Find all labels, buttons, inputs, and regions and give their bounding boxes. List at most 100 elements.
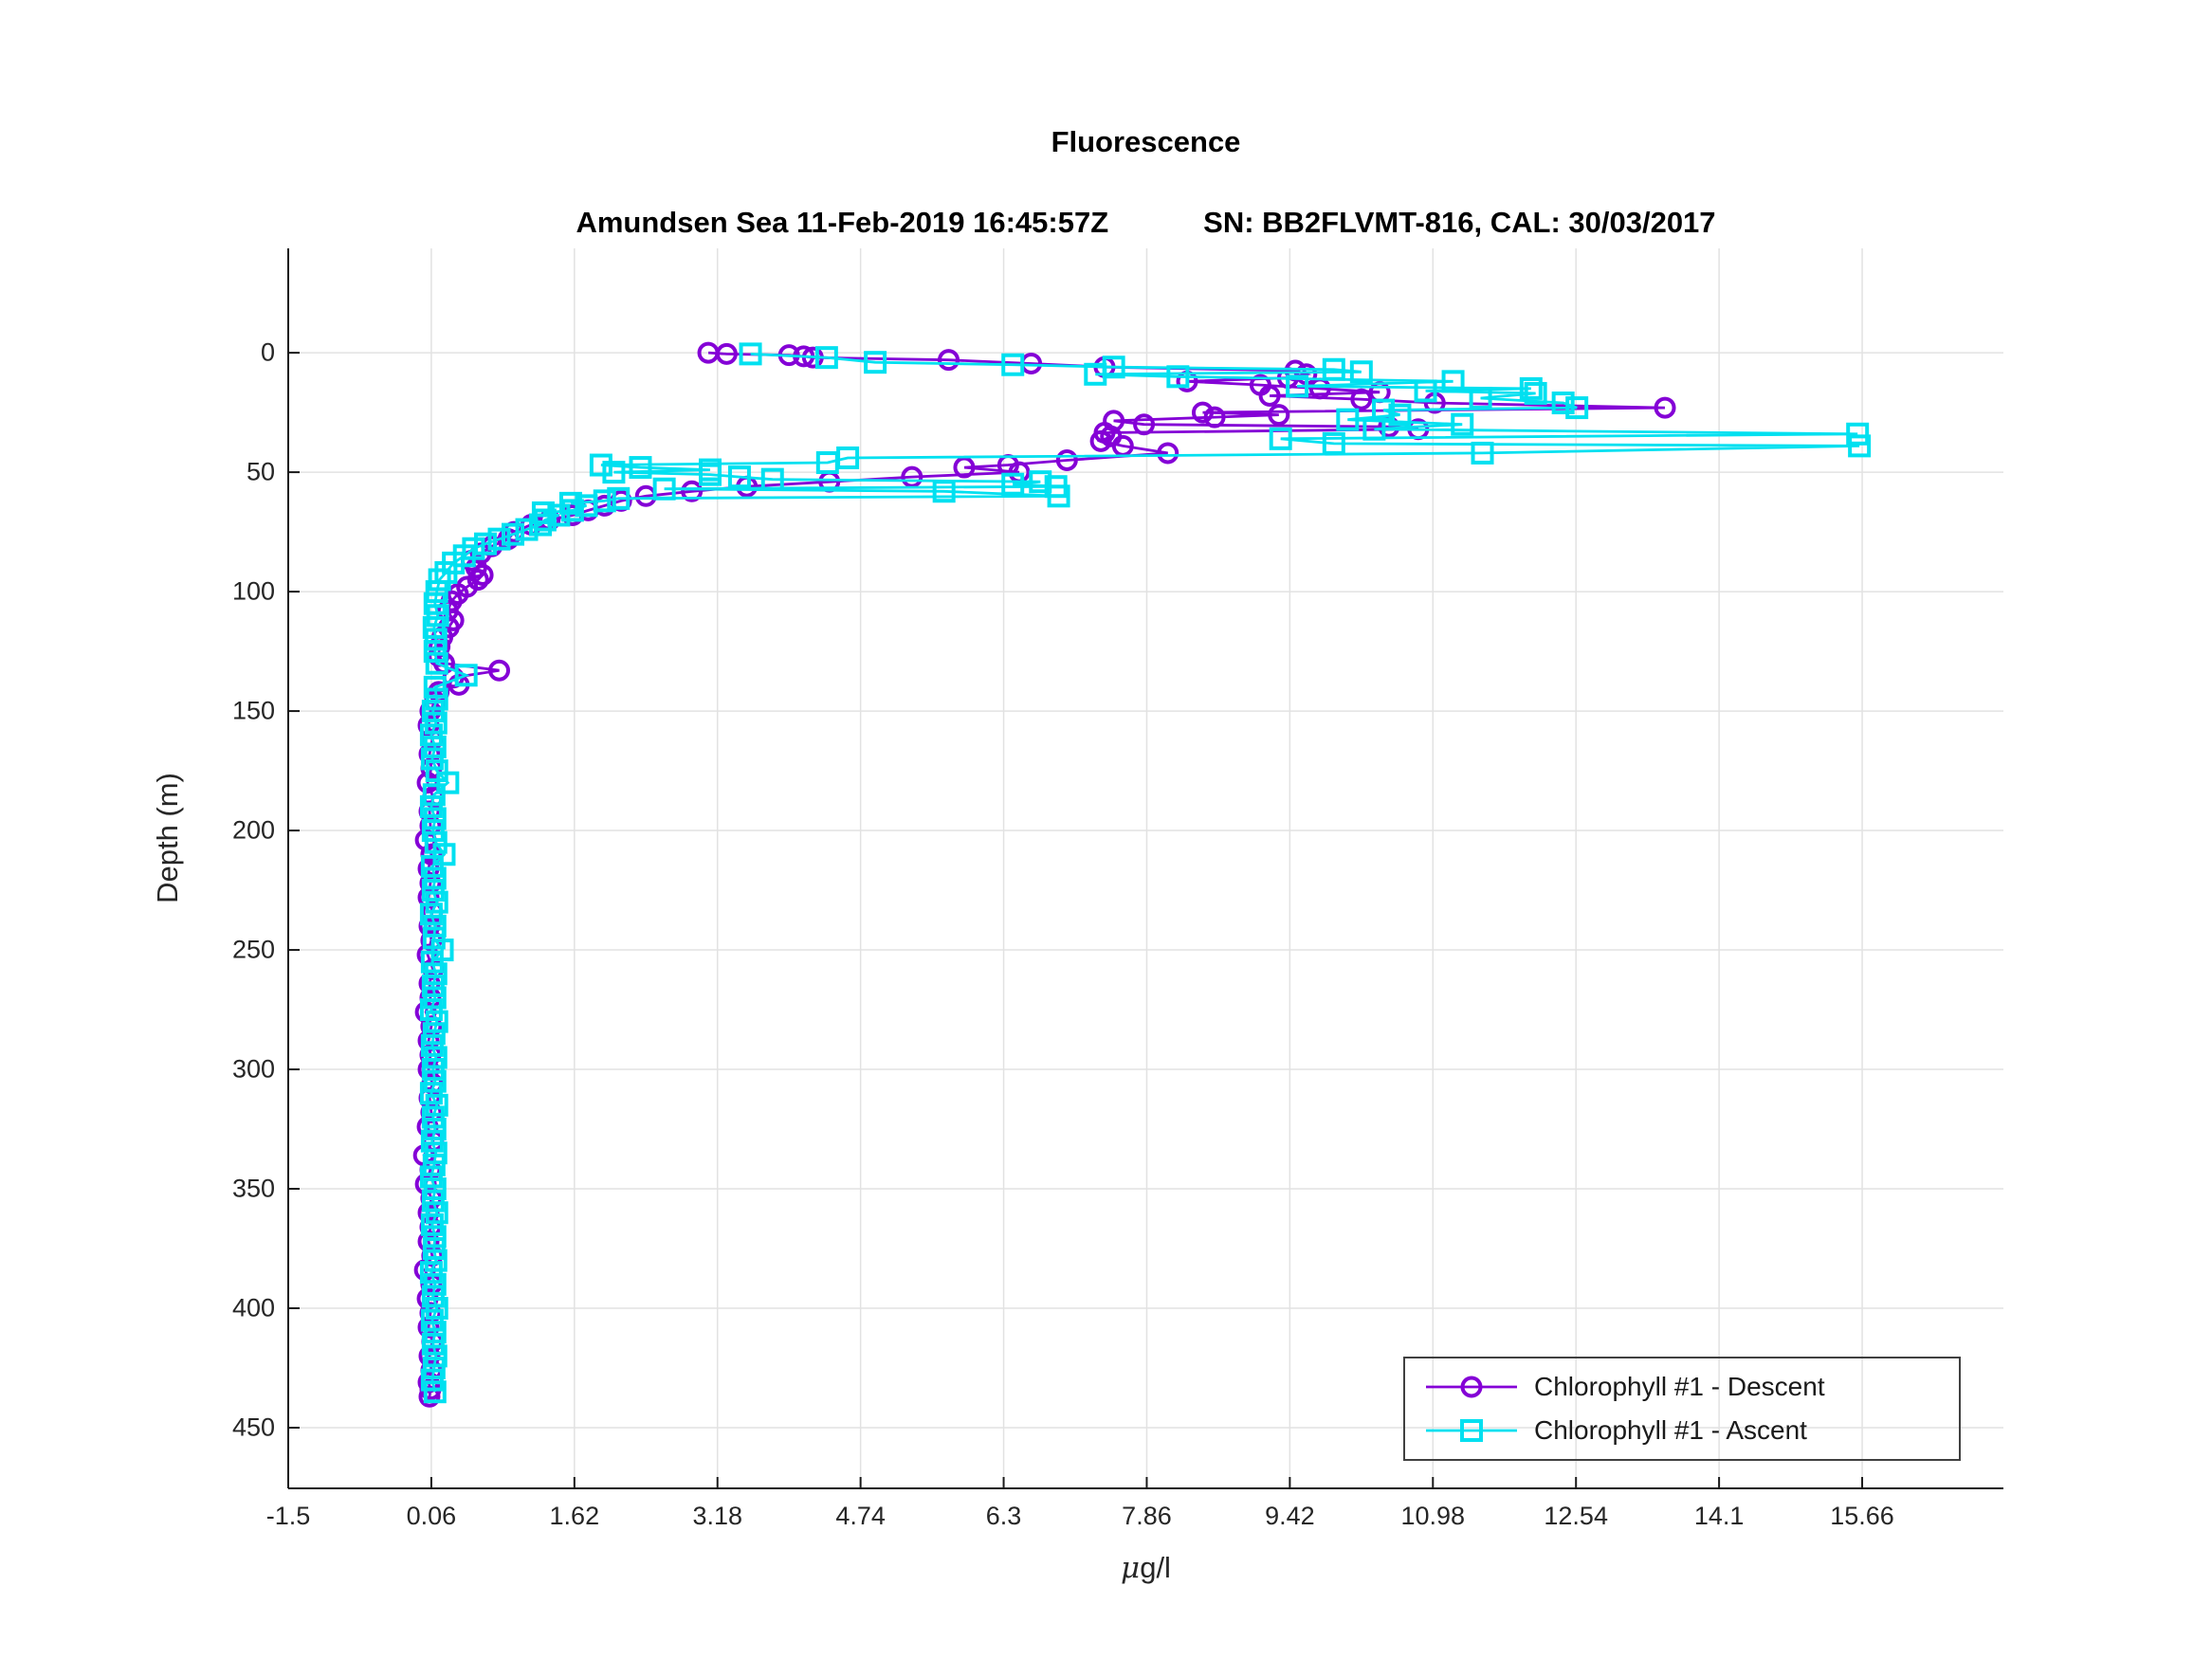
ascent-marker	[421, 1189, 445, 1212]
ascent-marker	[424, 1344, 448, 1368]
ascent-marker	[419, 1082, 443, 1105]
descent-marker	[681, 480, 704, 502]
ascent-marker	[421, 700, 445, 723]
y-tick-label: 150	[231, 696, 275, 725]
ascent-marker	[864, 351, 887, 374]
descent-marker	[1089, 429, 1112, 452]
ascent-marker	[425, 1201, 448, 1225]
ascent-marker	[423, 866, 447, 890]
descent-marker	[938, 349, 960, 372]
ascent-marker	[422, 1153, 446, 1176]
ascent-marker	[760, 467, 784, 491]
ascent-marker	[560, 499, 584, 522]
ascent-marker	[607, 486, 631, 510]
descent-marker	[1203, 406, 1226, 428]
x-tick-label: 4.74	[835, 1502, 886, 1530]
legend-ascent-marker	[1426, 1419, 1517, 1442]
y-tick-label: 50	[246, 457, 275, 486]
x-axis-label: μg/l	[288, 1551, 2003, 1585]
chart-title: Fluorescence	[1051, 125, 1241, 158]
x-tick-label: 0.06	[406, 1502, 457, 1530]
descent-marker	[1268, 404, 1290, 427]
ascent-marker	[436, 771, 460, 794]
ascent-marker	[419, 902, 443, 926]
ascent-marker	[420, 1308, 444, 1332]
ascent-marker	[629, 456, 652, 480]
ascent-marker	[425, 890, 448, 914]
y-tick-label: 350	[231, 1174, 275, 1203]
descent-marker	[1191, 401, 1214, 424]
ascent-marker	[423, 807, 447, 830]
ascent-marker	[424, 628, 448, 651]
ascent-marker	[515, 518, 539, 541]
ascent-marker	[421, 1058, 445, 1082]
ascent-marker	[425, 1297, 448, 1321]
ascent-marker	[420, 747, 444, 771]
ascent-marker	[652, 477, 676, 501]
ascent-marker	[419, 998, 443, 1022]
legend-descent-marker	[1426, 1376, 1517, 1398]
ascent-marker	[424, 1141, 448, 1165]
subtitle-station-datetime: Amundsen Sea 11-Feb-2019 16:45:57Z	[576, 206, 1109, 239]
descent-marker	[715, 342, 738, 365]
ascent-marker	[1166, 365, 1190, 389]
ascent-marker	[420, 1212, 444, 1236]
x-tick-label: 15.66	[1830, 1502, 1894, 1530]
ascent-marker	[1336, 408, 1360, 431]
descent-marker	[1133, 413, 1156, 436]
ascent-marker	[1469, 386, 1492, 410]
ascent-line	[430, 353, 1860, 1393]
ascent-marker	[1047, 484, 1070, 508]
legend-entry: Chlorophyll #1 - Descent	[1405, 1372, 1959, 1402]
descent-marker	[420, 843, 443, 866]
descent-marker	[487, 659, 510, 682]
ascent-marker	[454, 664, 478, 687]
ascent-marker	[1551, 392, 1575, 415]
ascent-marker	[425, 580, 448, 604]
ascent-marker	[432, 843, 456, 866]
descent-marker	[1654, 396, 1676, 419]
ascent-marker	[419, 794, 443, 818]
legend: Chlorophyll #1 - Descent Chlorophyll #1 -…	[1403, 1357, 1961, 1461]
ascent-marker	[421, 1105, 445, 1129]
ascent-marker	[420, 854, 444, 878]
ascent-marker	[423, 735, 447, 758]
ascent-marker	[423, 675, 447, 699]
ascent-marker	[502, 522, 525, 546]
legend-entry-label: Chlorophyll #1 - Descent	[1534, 1372, 1825, 1401]
legend-entry: Chlorophyll #1 - Ascent	[1405, 1415, 1959, 1446]
ascent-marker	[739, 342, 762, 366]
ascent-marker	[425, 1010, 448, 1033]
descent-marker	[1258, 384, 1281, 407]
ascent-marker	[420, 1033, 444, 1057]
ascent-marker	[1269, 427, 1292, 450]
ascent-marker	[1451, 412, 1474, 436]
ascent-marker	[423, 592, 447, 615]
ascent-marker	[425, 687, 448, 711]
ascent-marker	[422, 1237, 446, 1261]
ascent-marker	[1414, 379, 1437, 403]
ascent-marker	[1471, 441, 1494, 465]
ascent-marker	[1519, 376, 1543, 400]
ascent-marker	[425, 1093, 448, 1117]
ascent-marker	[1524, 381, 1547, 405]
ascent-marker	[422, 1022, 446, 1046]
ascent-marker	[1286, 374, 1309, 398]
ascent-marker	[1322, 357, 1345, 381]
ascent-marker	[1848, 434, 1872, 458]
ascent-marker	[423, 1380, 447, 1404]
ascent-marker	[420, 1368, 444, 1392]
ascent-marker	[419, 723, 443, 747]
ascent-marker	[932, 480, 956, 503]
ascent-marker	[423, 1118, 447, 1141]
ascent-marker	[421, 879, 445, 902]
ascent-marker	[1001, 353, 1025, 376]
ascent-marker	[428, 568, 451, 592]
ascent-marker	[1441, 370, 1465, 393]
ascent-marker	[423, 640, 447, 664]
ascent-marker	[424, 962, 448, 986]
legend-entry-label: Chlorophyll #1 - Ascent	[1534, 1415, 1807, 1445]
ascent-marker	[589, 453, 612, 477]
ascent-marker	[1001, 472, 1025, 496]
